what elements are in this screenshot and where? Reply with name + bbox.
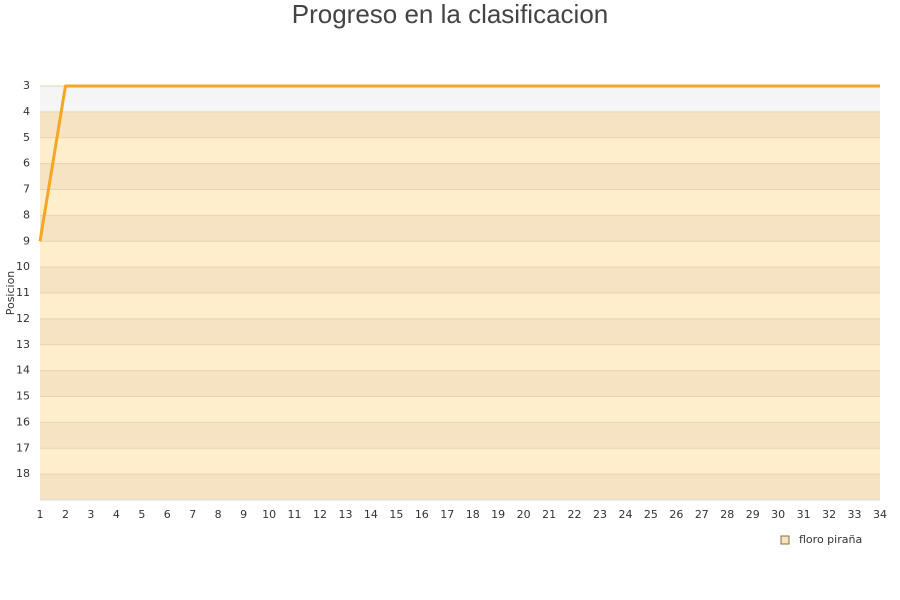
x-tick-label: 26 <box>669 508 683 521</box>
x-tick-label: 6 <box>164 508 171 521</box>
y-tick-label: 6 <box>23 157 30 170</box>
x-tick-label: 28 <box>720 508 734 521</box>
band <box>40 396 880 423</box>
x-tick-label: 21 <box>542 508 556 521</box>
x-tick-label: 3 <box>87 508 94 521</box>
band <box>40 163 880 190</box>
band <box>40 422 880 449</box>
y-tick-label: 8 <box>23 208 30 221</box>
x-tick-label: 5 <box>138 508 145 521</box>
y-tick-label: 3 <box>23 79 30 92</box>
y-tick-label: 7 <box>23 183 30 196</box>
x-tick-label: 19 <box>491 508 505 521</box>
x-tick-label: 11 <box>288 508 302 521</box>
y-tick-label: 18 <box>16 467 30 480</box>
band <box>40 344 880 371</box>
y-tick-label: 14 <box>16 364 30 377</box>
x-tick-label: 1 <box>37 508 44 521</box>
x-tick-label: 16 <box>415 508 429 521</box>
band <box>40 293 880 319</box>
y-tick-label: 4 <box>23 105 30 118</box>
legend-marker <box>780 535 790 545</box>
band <box>40 267 880 293</box>
band <box>40 137 880 164</box>
x-tick-label: 22 <box>568 508 582 521</box>
x-tick-label: 29 <box>746 508 760 521</box>
y-tick-label: 13 <box>16 338 30 351</box>
x-tick-label: 12 <box>313 508 327 521</box>
band <box>40 370 880 397</box>
x-tick-label: 24 <box>618 508 632 521</box>
x-tick-label: 32 <box>822 508 836 521</box>
x-tick-label: 14 <box>364 508 378 521</box>
x-tick-label: 33 <box>848 508 862 521</box>
y-axis-label: Posicion <box>4 271 17 316</box>
y-tick-label: 16 <box>16 415 30 428</box>
x-tick-label: 15 <box>389 508 403 521</box>
x-tick-label: 17 <box>440 508 454 521</box>
x-tick-label: 20 <box>517 508 531 521</box>
y-tick-label: 5 <box>23 131 30 144</box>
band <box>40 318 880 345</box>
y-tick-label: 9 <box>23 234 30 247</box>
x-tick-label: 18 <box>466 508 480 521</box>
x-tick-label: 25 <box>644 508 658 521</box>
series-line <box>38 84 880 242</box>
x-tick-label: 13 <box>338 508 352 521</box>
x-tick-label: 8 <box>215 508 222 521</box>
y-tick-label: 15 <box>16 390 30 403</box>
band <box>40 474 880 500</box>
x-tick-label: 34 <box>873 508 887 521</box>
band <box>40 111 880 138</box>
x-tick-label: 10 <box>262 508 276 521</box>
chart-title: Progreso en la clasificacion <box>292 0 609 29</box>
x-tick-label: 4 <box>113 508 120 521</box>
band <box>40 189 880 216</box>
legend-label: floro piraña <box>799 533 862 546</box>
band <box>40 241 880 268</box>
x-tick-label: 27 <box>695 508 709 521</box>
band <box>40 215 880 242</box>
band <box>40 86 880 112</box>
x-tick-label: 31 <box>797 508 811 521</box>
y-tick-label: 11 <box>16 286 30 299</box>
x-tick-label: 23 <box>593 508 607 521</box>
x-tick-label: 30 <box>771 508 785 521</box>
x-tick-label: 2 <box>62 508 69 521</box>
band <box>40 448 880 475</box>
x-tick-label: 9 <box>240 508 247 521</box>
y-tick-label: 10 <box>16 260 30 273</box>
x-tick-label: 7 <box>189 508 196 521</box>
y-tick-label: 17 <box>16 441 30 454</box>
y-tick-label: 12 <box>16 312 30 325</box>
